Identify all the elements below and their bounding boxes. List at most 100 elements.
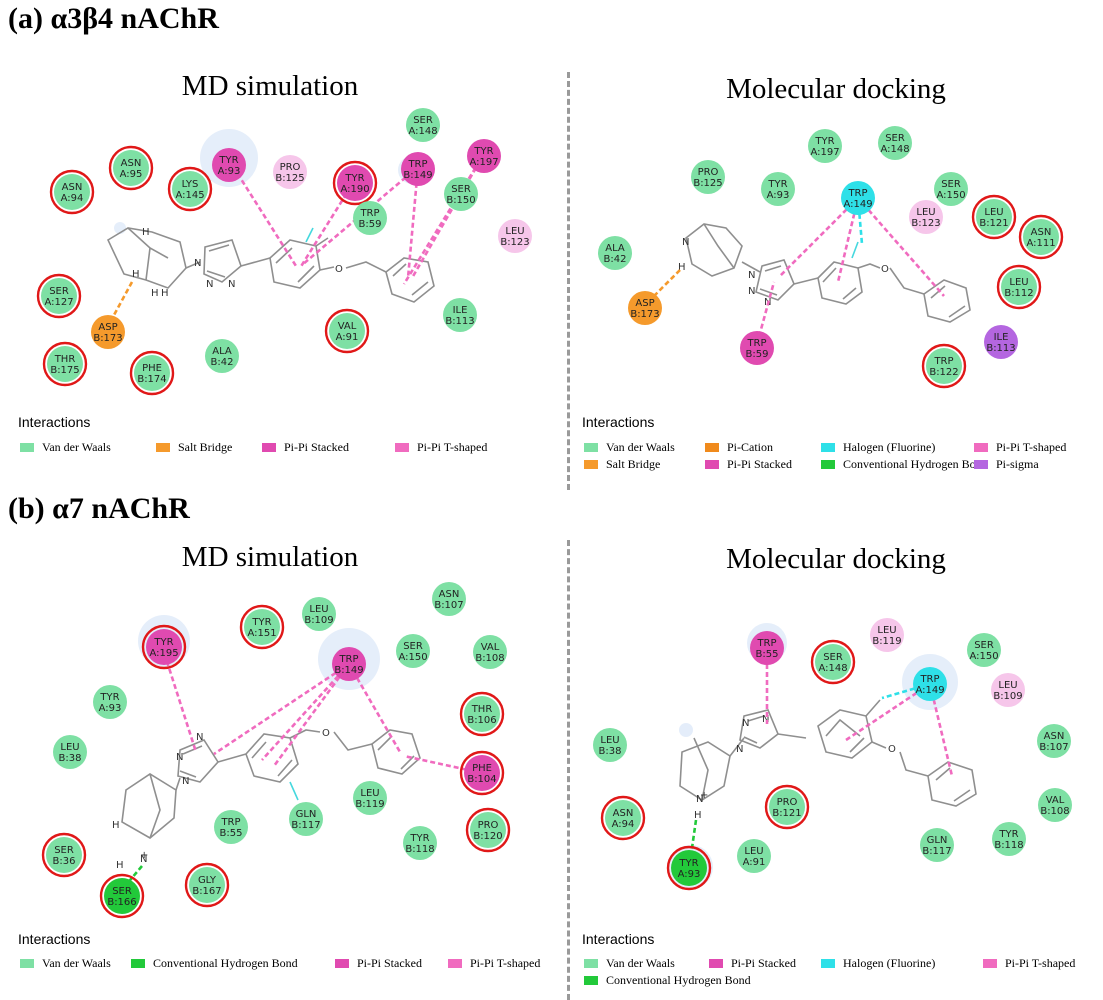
highlight-ring [239,604,285,650]
residue-label: ILE [453,305,468,316]
residue-label: B:109 [993,691,1022,702]
legend-label: Halogen (Fluorine) [843,440,936,454]
residue-circle [104,878,140,914]
residue-label: SER [54,845,74,856]
residue-label: B:59 [359,219,382,230]
residue-label: PHE [142,363,162,374]
residue-label: SER [885,133,905,144]
legend-label: Van der Waals [606,956,675,970]
residue-label: PRO [777,797,798,808]
residue-nodes-b-md: ASNB:107LEUB:109TYRA:151TYRA:195TRPB:149… [41,582,511,919]
residue-label: SER [403,641,423,652]
residue-label: LEU [916,207,935,218]
legend-label: Salt Bridge [178,440,233,454]
svg-text:N: N [228,279,235,290]
residue-circle [909,200,943,234]
legend-swatch [584,460,598,469]
svg-text:+: + [700,790,708,801]
legend-label: Conventional Hydrogen Bond [153,956,298,970]
interaction-lines-a-dock [649,197,945,345]
residue-circle [470,812,506,848]
legend-swatch [20,959,34,968]
svg-text:H: H [694,810,702,821]
residue-circle [473,635,507,669]
ligand-atoms-b-dock: NNN O N+H [694,714,896,821]
residue-label: TRP [220,817,240,828]
glow-halos [109,129,958,908]
panel-b-left-title: MD simulation [181,541,359,573]
residue-label: TRP [746,338,766,349]
residue-label: LEU [309,604,328,615]
legend-item: Conventional Hydrogen Bond [131,956,298,971]
legend-item: Salt Bridge [156,440,232,455]
legend-heading-b-dock: Interactions [582,931,655,947]
legend-item: Pi-Cation [705,440,773,455]
residue-circle [91,315,125,349]
residue-label: THR [471,704,493,715]
legend-item: Pi-sigma [974,457,1039,472]
svg-text:N: N [696,794,703,805]
residue-label: SER [413,115,433,126]
residue-label: TYR [409,833,429,844]
residue-circle [750,631,784,665]
residue-label: B:112 [1004,288,1033,299]
svg-text:N: N [762,714,769,725]
legend-label: Pi-Pi Stacked [727,457,792,471]
residue-label: VAL [338,321,357,332]
panel-divider-b [567,540,570,1000]
residue-circle [628,291,662,325]
residue-circle [934,172,968,206]
residue-label: B:149 [403,170,432,181]
residue-label: A:127 [44,297,73,308]
residue-circle [691,160,725,194]
residue-circle [593,728,627,762]
residue-circle [1037,724,1071,758]
legend-item: Pi-Pi T-shaped [983,956,1075,971]
legend-swatch [821,959,835,968]
residue-circle [464,755,500,791]
svg-text:N: N [176,752,183,763]
legend-item: Pi-Pi Stacked [705,457,792,472]
residue-label: LEU [60,742,79,753]
svg-text:O: O [335,264,343,275]
legend-item: Halogen (Fluorine) [821,956,935,971]
residue-label: B:119 [355,799,384,810]
residue-label: PRO [478,820,499,831]
residue-label: TYR [99,692,119,703]
highlight-ring [1018,214,1064,260]
residue-circle [870,618,904,652]
residue-circle [396,634,430,668]
ligand-structure-b-dock [679,699,977,807]
residue-label: B:42 [604,254,627,265]
residue-label: B:113 [445,316,474,327]
residue-circle [332,647,366,681]
residue-label: B:55 [220,828,243,839]
residue-label: A:150 [398,652,427,663]
highlight-ring [810,639,856,685]
legend-item: Pi-Pi T-shaped [395,440,487,455]
residue-label: B:38 [599,746,622,757]
residue-circle [740,331,774,365]
svg-text:N: N [748,270,755,281]
residue-label: A:190 [340,184,369,195]
